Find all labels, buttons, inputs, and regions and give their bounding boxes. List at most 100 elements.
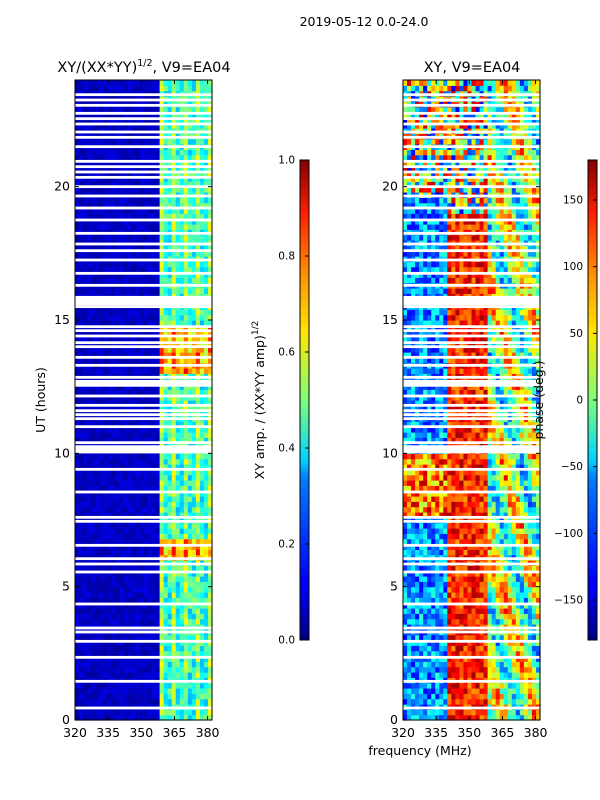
heatmap-cell — [83, 618, 88, 625]
heatmap-cell — [435, 661, 440, 668]
heatmap-cell — [119, 218, 124, 225]
heatmap-cell — [195, 661, 201, 668]
heatmap-cell — [159, 277, 165, 284]
heatmap-cell — [95, 474, 100, 481]
heatmap-cell — [531, 693, 537, 700]
heatmap-cell — [167, 400, 173, 406]
heatmap-cell — [191, 384, 197, 390]
heatmap-cell — [167, 234, 173, 241]
heatmap-cell — [179, 464, 185, 470]
heatmap-cell — [519, 698, 525, 705]
heatmap-cell — [123, 272, 128, 278]
heatmap-cell — [515, 618, 521, 625]
heatmap-cell — [159, 208, 165, 214]
heatmap-cell — [143, 682, 149, 689]
heatmap-cell — [499, 634, 505, 641]
heatmap-cell — [119, 352, 124, 358]
heatmap-cell — [183, 165, 189, 172]
heatmap-cell — [79, 325, 84, 332]
heatmap-cell — [483, 640, 489, 646]
heatmap-cell — [475, 640, 481, 646]
heatmap-cell — [187, 485, 193, 492]
heatmap-cell — [415, 645, 420, 652]
heatmap-cell — [87, 346, 92, 353]
heatmap-cell — [103, 597, 108, 604]
heatmap-cell — [143, 581, 149, 588]
heatmap-cell — [183, 661, 189, 668]
heatmap-cell — [83, 234, 88, 241]
heatmap-cell — [179, 138, 185, 145]
heatmap-cell — [159, 453, 165, 460]
heatmap-cell — [95, 357, 100, 364]
heatmap-cell — [135, 154, 141, 161]
heatmap-cell — [191, 320, 197, 326]
heatmap-cell — [487, 661, 493, 668]
heatmap-cell — [207, 341, 213, 348]
heatmap-cell — [119, 208, 124, 214]
heatmap-cell — [123, 154, 128, 161]
heatmap-cell — [127, 400, 133, 406]
heatmap-cell — [163, 688, 169, 694]
heatmap-cell — [451, 666, 456, 673]
heatmap-cell — [171, 474, 177, 481]
heatmap-cell — [79, 640, 84, 646]
heatmap-cell — [535, 693, 541, 700]
heatmap-cell — [111, 138, 116, 145]
heatmap-cell — [75, 576, 80, 582]
heatmap-cell — [207, 453, 213, 460]
heatmap-cell — [99, 714, 104, 721]
heatmap-cell — [151, 309, 157, 316]
heatmap-cell — [79, 714, 84, 721]
heatmap-cell — [167, 277, 173, 284]
heatmap-cell — [79, 277, 84, 284]
heatmap-cell — [167, 485, 173, 492]
heatmap-cell — [91, 698, 96, 705]
heatmap-cell — [179, 698, 185, 705]
heatmap-cell — [431, 597, 436, 604]
heatmap-cell — [95, 277, 100, 284]
heatmap-cell — [143, 613, 149, 620]
heatmap-cell — [175, 266, 181, 273]
heatmap-cell — [131, 645, 137, 652]
heatmap-cell — [459, 698, 465, 705]
heatmap-cell — [159, 602, 165, 609]
heatmap-cell — [171, 565, 177, 572]
heatmap-cell — [131, 458, 137, 465]
heatmap-cell — [451, 634, 456, 641]
heatmap-cell — [151, 165, 157, 172]
heatmap-cell — [159, 106, 165, 113]
heatmap-cell — [415, 698, 420, 705]
heatmap-cell — [111, 693, 116, 700]
heatmap-cell — [111, 325, 116, 332]
heatmap-cell — [179, 480, 185, 486]
heatmap-cell — [127, 469, 133, 476]
heatmap-cell — [519, 634, 525, 641]
heatmap-cell — [95, 394, 100, 401]
heatmap-cell — [179, 341, 185, 348]
heatmap-cell — [179, 661, 185, 668]
heatmap-cell — [115, 469, 120, 476]
heatmap-cell — [431, 618, 436, 625]
heatmap-cell — [195, 314, 201, 321]
heatmap-cell — [499, 682, 505, 689]
heatmap-cell — [183, 266, 189, 273]
heatmap-cell — [147, 224, 153, 230]
heatmap-cell — [143, 272, 149, 278]
heatmap-cell — [103, 474, 108, 481]
heatmap-cell — [79, 538, 84, 545]
heatmap-cell — [147, 266, 153, 273]
heatmap-cell — [119, 608, 124, 614]
heatmap-cell — [163, 618, 169, 625]
heatmap-cell — [103, 618, 108, 625]
heatmap-cell — [171, 85, 177, 92]
heatmap-cell — [183, 357, 189, 364]
heatmap-cell — [203, 218, 209, 225]
heatmap-cell — [91, 138, 96, 145]
heatmap-cell — [111, 544, 116, 550]
heatmap-cell — [115, 661, 120, 668]
heatmap-cell — [131, 688, 137, 694]
heatmap-cell — [443, 661, 448, 668]
heatmap-cell — [507, 682, 513, 689]
heatmap-cell — [183, 650, 189, 657]
heatmap-cell — [79, 480, 84, 486]
